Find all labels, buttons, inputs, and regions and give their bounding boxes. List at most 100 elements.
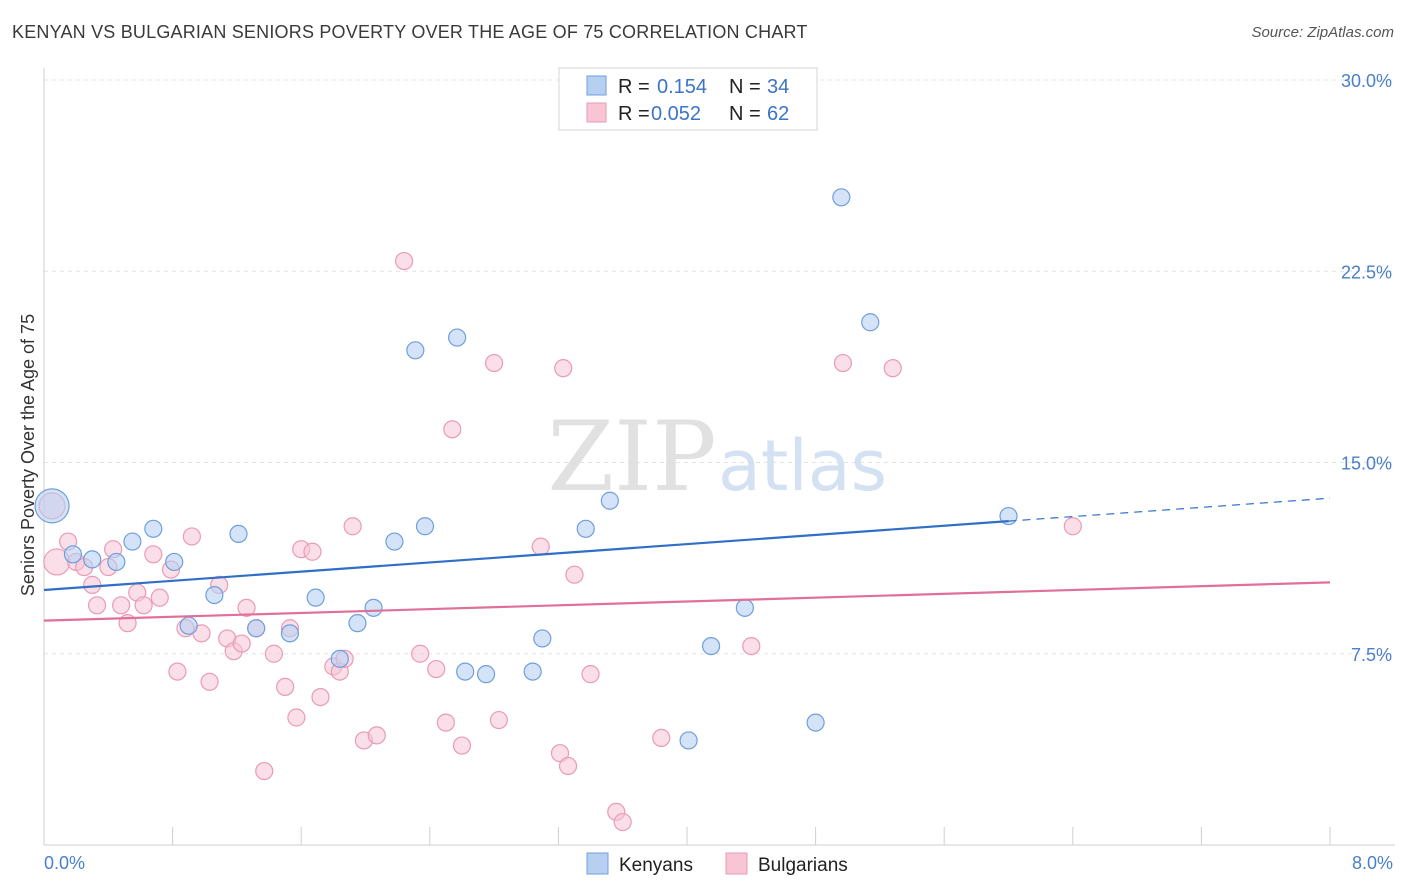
kenyans-point-16 — [385, 532, 404, 551]
kenyans-point-30 — [832, 188, 851, 207]
bulgarians-point-59 — [833, 353, 853, 373]
bulgarians-point-18 — [182, 527, 201, 546]
y-axis-label: Seniors Poverty Over the Age of 75 — [18, 314, 38, 596]
tick-labels: 7.5% 15.0% 22.5% 30.0% 0.0% 8.0% — [44, 71, 1393, 873]
legend-r-value-bulgarians: 0.052 — [651, 103, 701, 125]
stats-legend: R = 0.154 N = 34 R = 0.052 N = 62 — [558, 67, 818, 131]
kenyans-point-25 — [600, 491, 619, 510]
bulgarians-point-27 — [255, 761, 274, 781]
bulgarians-point-45 — [443, 420, 462, 439]
bottom-legend-label-bulgarians: Bulgarians — [758, 855, 848, 876]
bulgarians-point-28 — [264, 644, 283, 663]
kenyans-point-3 — [107, 552, 126, 572]
kenyans-point-7 — [179, 616, 198, 635]
kenyans-point-21 — [476, 665, 496, 684]
bulgarians-point-20 — [200, 672, 219, 691]
kenyans-point-5 — [144, 519, 163, 538]
kenyans-point-2 — [83, 550, 102, 569]
kenyans-point-9 — [229, 524, 248, 544]
bulgarians-point-29 — [276, 677, 295, 697]
kenyans-trend-line — [43, 520, 1009, 592]
kenyans-point-0 — [34, 488, 70, 524]
kenyans-point-23 — [533, 629, 552, 648]
y-tick-label-1: 15.0% — [1341, 454, 1392, 474]
bulgarians-point-60 — [883, 359, 902, 378]
bulgarians-point-57 — [652, 728, 671, 748]
bulgarians-point-16 — [168, 662, 187, 681]
y-tick-label-3: 30.0% — [1341, 71, 1392, 91]
kenyans-point-31 — [861, 313, 880, 332]
bulgarians-point-61 — [1063, 517, 1082, 536]
kenyans-point-12 — [306, 588, 325, 607]
kenyans-point-6 — [165, 552, 184, 572]
bulgarians-point-46 — [452, 736, 472, 755]
kenyans-point-10 — [247, 619, 266, 638]
bulgarians-point-53 — [565, 565, 584, 584]
bulgarians-trend-line — [43, 581, 1331, 622]
legend-n-label-bulgarians: N = — [729, 103, 761, 125]
legend-n-label-kenyans: N = — [729, 76, 761, 98]
bulgarians-point-41 — [394, 251, 414, 271]
kenyans-point-18 — [415, 517, 435, 536]
kenyans-point-11 — [280, 624, 300, 643]
kenyans-point-20 — [456, 662, 475, 681]
bulgarians-point-25 — [237, 598, 256, 617]
legend-r-label-kenyans: R = — [618, 76, 650, 98]
kenyans-trend-extension — [1008, 497, 1331, 522]
legend-swatch-bulgarians — [586, 102, 607, 123]
bulgarians-point-9 — [112, 596, 131, 615]
legend-r-label-bulgarians: R = — [618, 103, 650, 125]
bulgarians-points — [38, 251, 1082, 832]
kenyans-point-13 — [330, 649, 349, 668]
bulgarians-point-34 — [311, 687, 330, 707]
chart-title: KENYAN VS BULGARIAN SENIORS POVERTY OVER… — [12, 22, 808, 42]
bulgarians-point-51 — [558, 756, 578, 776]
bottom-legend-label-kenyans: Kenyans — [619, 855, 693, 876]
bulgarians-point-47 — [485, 353, 504, 373]
legend-n-value-kenyans: 34 — [767, 76, 789, 98]
source-credit: Source: ZipAtlas.com — [1251, 24, 1394, 41]
bulgarians-point-49 — [531, 537, 550, 556]
bottom-legend-swatch-kenyans — [586, 852, 609, 875]
series-legend: Kenyans Bulgarians — [586, 852, 848, 876]
kenyans-point-17 — [406, 341, 425, 360]
bottom-legend-swatch-bulgarians — [725, 852, 748, 875]
bulgarians-point-58 — [742, 636, 761, 656]
kenyans-point-27 — [702, 636, 721, 656]
x-tick-label-1: 8.0% — [1352, 853, 1393, 873]
bulgarians-point-54 — [581, 665, 600, 684]
bulgarians-point-12 — [134, 596, 153, 615]
bulgarians-point-52 — [554, 359, 573, 378]
kenyans-points — [34, 188, 1018, 750]
bulgarians-point-6 — [87, 596, 107, 615]
grid-lines — [44, 79, 1395, 655]
trend-lines — [43, 497, 1331, 622]
kenyans-point-28 — [735, 598, 754, 617]
bulgarians-point-40 — [367, 726, 386, 745]
kenyans-point-24 — [576, 519, 595, 538]
watermark: ZIP atlas — [547, 401, 887, 513]
kenyans-point-29 — [806, 713, 825, 732]
watermark-zip: ZIP — [547, 401, 716, 513]
bulgarians-point-42 — [411, 644, 430, 663]
kenyans-point-8 — [205, 585, 224, 605]
axes — [43, 68, 1395, 846]
kenyans-point-1 — [63, 545, 83, 564]
bulgarians-point-31 — [287, 708, 306, 727]
bulgarians-point-33 — [303, 542, 322, 561]
bulgarians-point-14 — [150, 588, 169, 607]
kenyans-point-26 — [679, 731, 698, 750]
bulgarians-point-48 — [489, 710, 509, 730]
legend-r-value-kenyans: 0.154 — [657, 76, 707, 98]
y-tick-label-0: 7.5% — [1351, 645, 1392, 665]
y-tick-label-2: 22.5% — [1341, 262, 1392, 282]
kenyans-point-19 — [448, 328, 467, 347]
kenyans-point-4 — [123, 532, 142, 551]
bulgarians-point-56 — [613, 812, 632, 832]
bulgarians-point-38 — [343, 517, 362, 536]
bulgarians-point-43 — [427, 659, 446, 679]
legend-n-value-bulgarians: 62 — [767, 103, 789, 125]
legend-swatch-kenyans — [586, 75, 607, 96]
kenyans-point-14 — [348, 614, 367, 633]
